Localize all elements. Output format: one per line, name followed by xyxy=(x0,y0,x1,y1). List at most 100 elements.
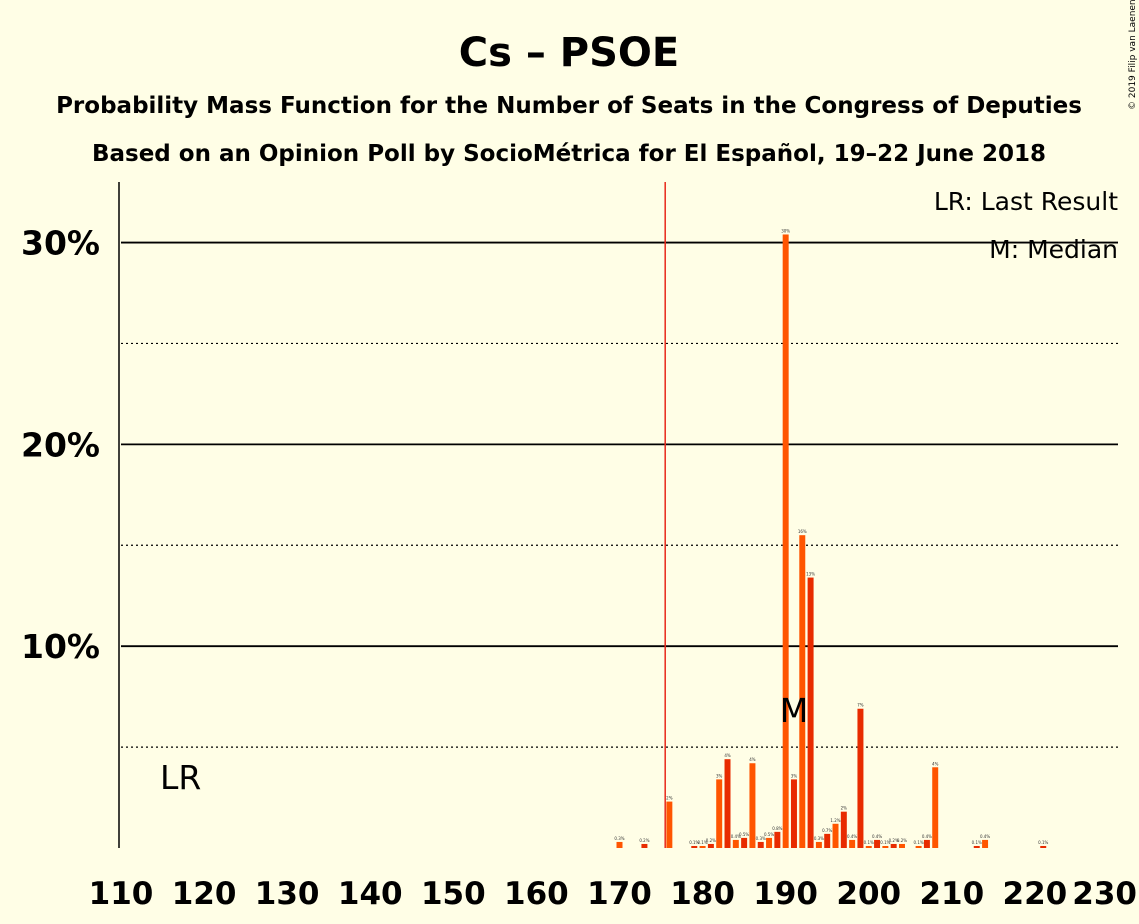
bar xyxy=(757,841,764,848)
bar-value-label: 13% xyxy=(806,572,815,577)
bar xyxy=(874,839,881,848)
x-tick-label: 110 xyxy=(89,876,154,912)
bar xyxy=(741,837,748,848)
bar xyxy=(641,843,648,848)
bar-value-label: 0.2% xyxy=(639,838,649,843)
bar-value-label: 0.1% xyxy=(864,840,874,845)
bar-value-label: 1.2% xyxy=(830,818,840,823)
x-tick-label: 160 xyxy=(504,876,569,912)
bar-value-label: 0.4% xyxy=(731,834,741,839)
bar xyxy=(1040,845,1047,848)
copyright-text: © 2019 Filip van Laenen xyxy=(1128,0,1138,110)
y-tick-label: 30% xyxy=(21,224,100,263)
bar-value-label: 30% xyxy=(781,228,790,233)
bar xyxy=(724,759,731,848)
bar-value-label: 0.1% xyxy=(1038,840,1048,845)
x-tick-label: 230 xyxy=(1072,876,1137,912)
bar-value-label: 0.2% xyxy=(897,838,907,843)
bar-value-label: 4% xyxy=(724,753,731,758)
y-tick-label: 10% xyxy=(21,627,100,666)
x-tick-label: 140 xyxy=(338,876,403,912)
bar xyxy=(824,833,831,848)
bar-value-label: 3% xyxy=(716,773,723,778)
bar xyxy=(865,845,872,848)
bar xyxy=(782,234,789,849)
y-tick-labels: 10% 20% 30% xyxy=(21,224,100,667)
chart-title: Cs – PSOE xyxy=(459,30,679,76)
bar xyxy=(982,839,989,848)
bar xyxy=(915,845,922,848)
bar-value-label: 3% xyxy=(791,773,798,778)
bar-value-label: 4% xyxy=(749,757,756,762)
bar xyxy=(807,577,814,848)
bar xyxy=(973,845,980,848)
legend-last-result: LR: Last Result xyxy=(934,187,1118,216)
bar xyxy=(699,845,706,848)
legend-median: M: Median xyxy=(989,235,1118,264)
bar xyxy=(840,811,847,848)
bar xyxy=(774,831,781,848)
bar xyxy=(898,843,905,848)
bar-value-label: 0.1% xyxy=(972,840,982,845)
chart-subtitle-1: Probability Mass Function for the Number… xyxy=(56,93,1082,119)
bar xyxy=(932,767,939,848)
bar-value-label: 0.7% xyxy=(822,828,832,833)
bar xyxy=(857,708,864,848)
x-tick-label: 130 xyxy=(255,876,320,912)
bar xyxy=(815,841,822,848)
bar-value-label: 16% xyxy=(798,529,807,534)
bar xyxy=(890,843,897,848)
x-tick-label: 200 xyxy=(836,876,901,912)
bar-value-label: 0.5% xyxy=(764,832,774,837)
bar xyxy=(732,839,739,848)
x-tick-label: 190 xyxy=(753,876,818,912)
grid-lines xyxy=(121,241,1118,748)
bar xyxy=(616,841,623,848)
bar-value-label: 0.1% xyxy=(689,840,699,845)
bar-value-label: 0.1% xyxy=(914,840,924,845)
bars-group xyxy=(616,234,1047,849)
bar-value-label: 0.8% xyxy=(772,826,782,831)
bar xyxy=(707,843,714,848)
x-tick-label: 120 xyxy=(172,876,237,912)
x-tick-label: 180 xyxy=(670,876,735,912)
bar-value-label: 0.3% xyxy=(614,836,624,841)
bar xyxy=(882,845,889,848)
bar-value-label: 0.2% xyxy=(706,838,716,843)
bar xyxy=(766,837,773,848)
bar-value-label: 4% xyxy=(932,761,939,766)
bar-value-label: 0.5% xyxy=(739,832,749,837)
bar-value-label: 7% xyxy=(857,703,864,708)
bar-value-label: 0.4% xyxy=(922,834,932,839)
bar-labels-group: 0.3% 0.2%2%0.1%0.1%0.2%3%4%0.4%0.5%4%0.3%… xyxy=(614,228,1048,845)
bar xyxy=(716,779,723,848)
y-tick-label: 20% xyxy=(21,425,100,464)
bar xyxy=(666,801,673,848)
x-tick-labels: 110 120 130 140 150 160 170 180 190 200 210 220 230 xyxy=(89,876,1137,912)
bar-value-label: 0.4% xyxy=(872,834,882,839)
bar-value-label: 0.1% xyxy=(697,840,707,845)
bar-value-label: 0.4% xyxy=(980,834,990,839)
bar xyxy=(749,763,756,848)
bar xyxy=(832,823,839,848)
chart-subtitle-2: Based on an Opinion Poll by SocioMétrica… xyxy=(92,141,1046,167)
bar xyxy=(691,845,698,848)
last-result-marker-label: LR xyxy=(160,758,201,797)
bar xyxy=(799,535,806,848)
bar-value-label: 0.4% xyxy=(847,834,857,839)
bar xyxy=(923,839,930,848)
x-tick-label: 150 xyxy=(421,876,486,912)
bar-value-label: 2% xyxy=(841,806,848,811)
x-tick-label: 210 xyxy=(919,876,984,912)
bar xyxy=(849,839,856,848)
bar xyxy=(790,779,797,848)
x-tick-label: 220 xyxy=(1003,876,1068,912)
bar-value-label: 0.3% xyxy=(814,836,824,841)
x-tick-label: 170 xyxy=(587,876,652,912)
bar-value-label: 0.2% xyxy=(889,838,899,843)
bar-value-label: 0.3% xyxy=(756,836,766,841)
median-marker-label: M xyxy=(780,691,808,730)
bar-value-label: 0.1% xyxy=(880,840,890,845)
bar-value-label: 2% xyxy=(666,796,673,801)
